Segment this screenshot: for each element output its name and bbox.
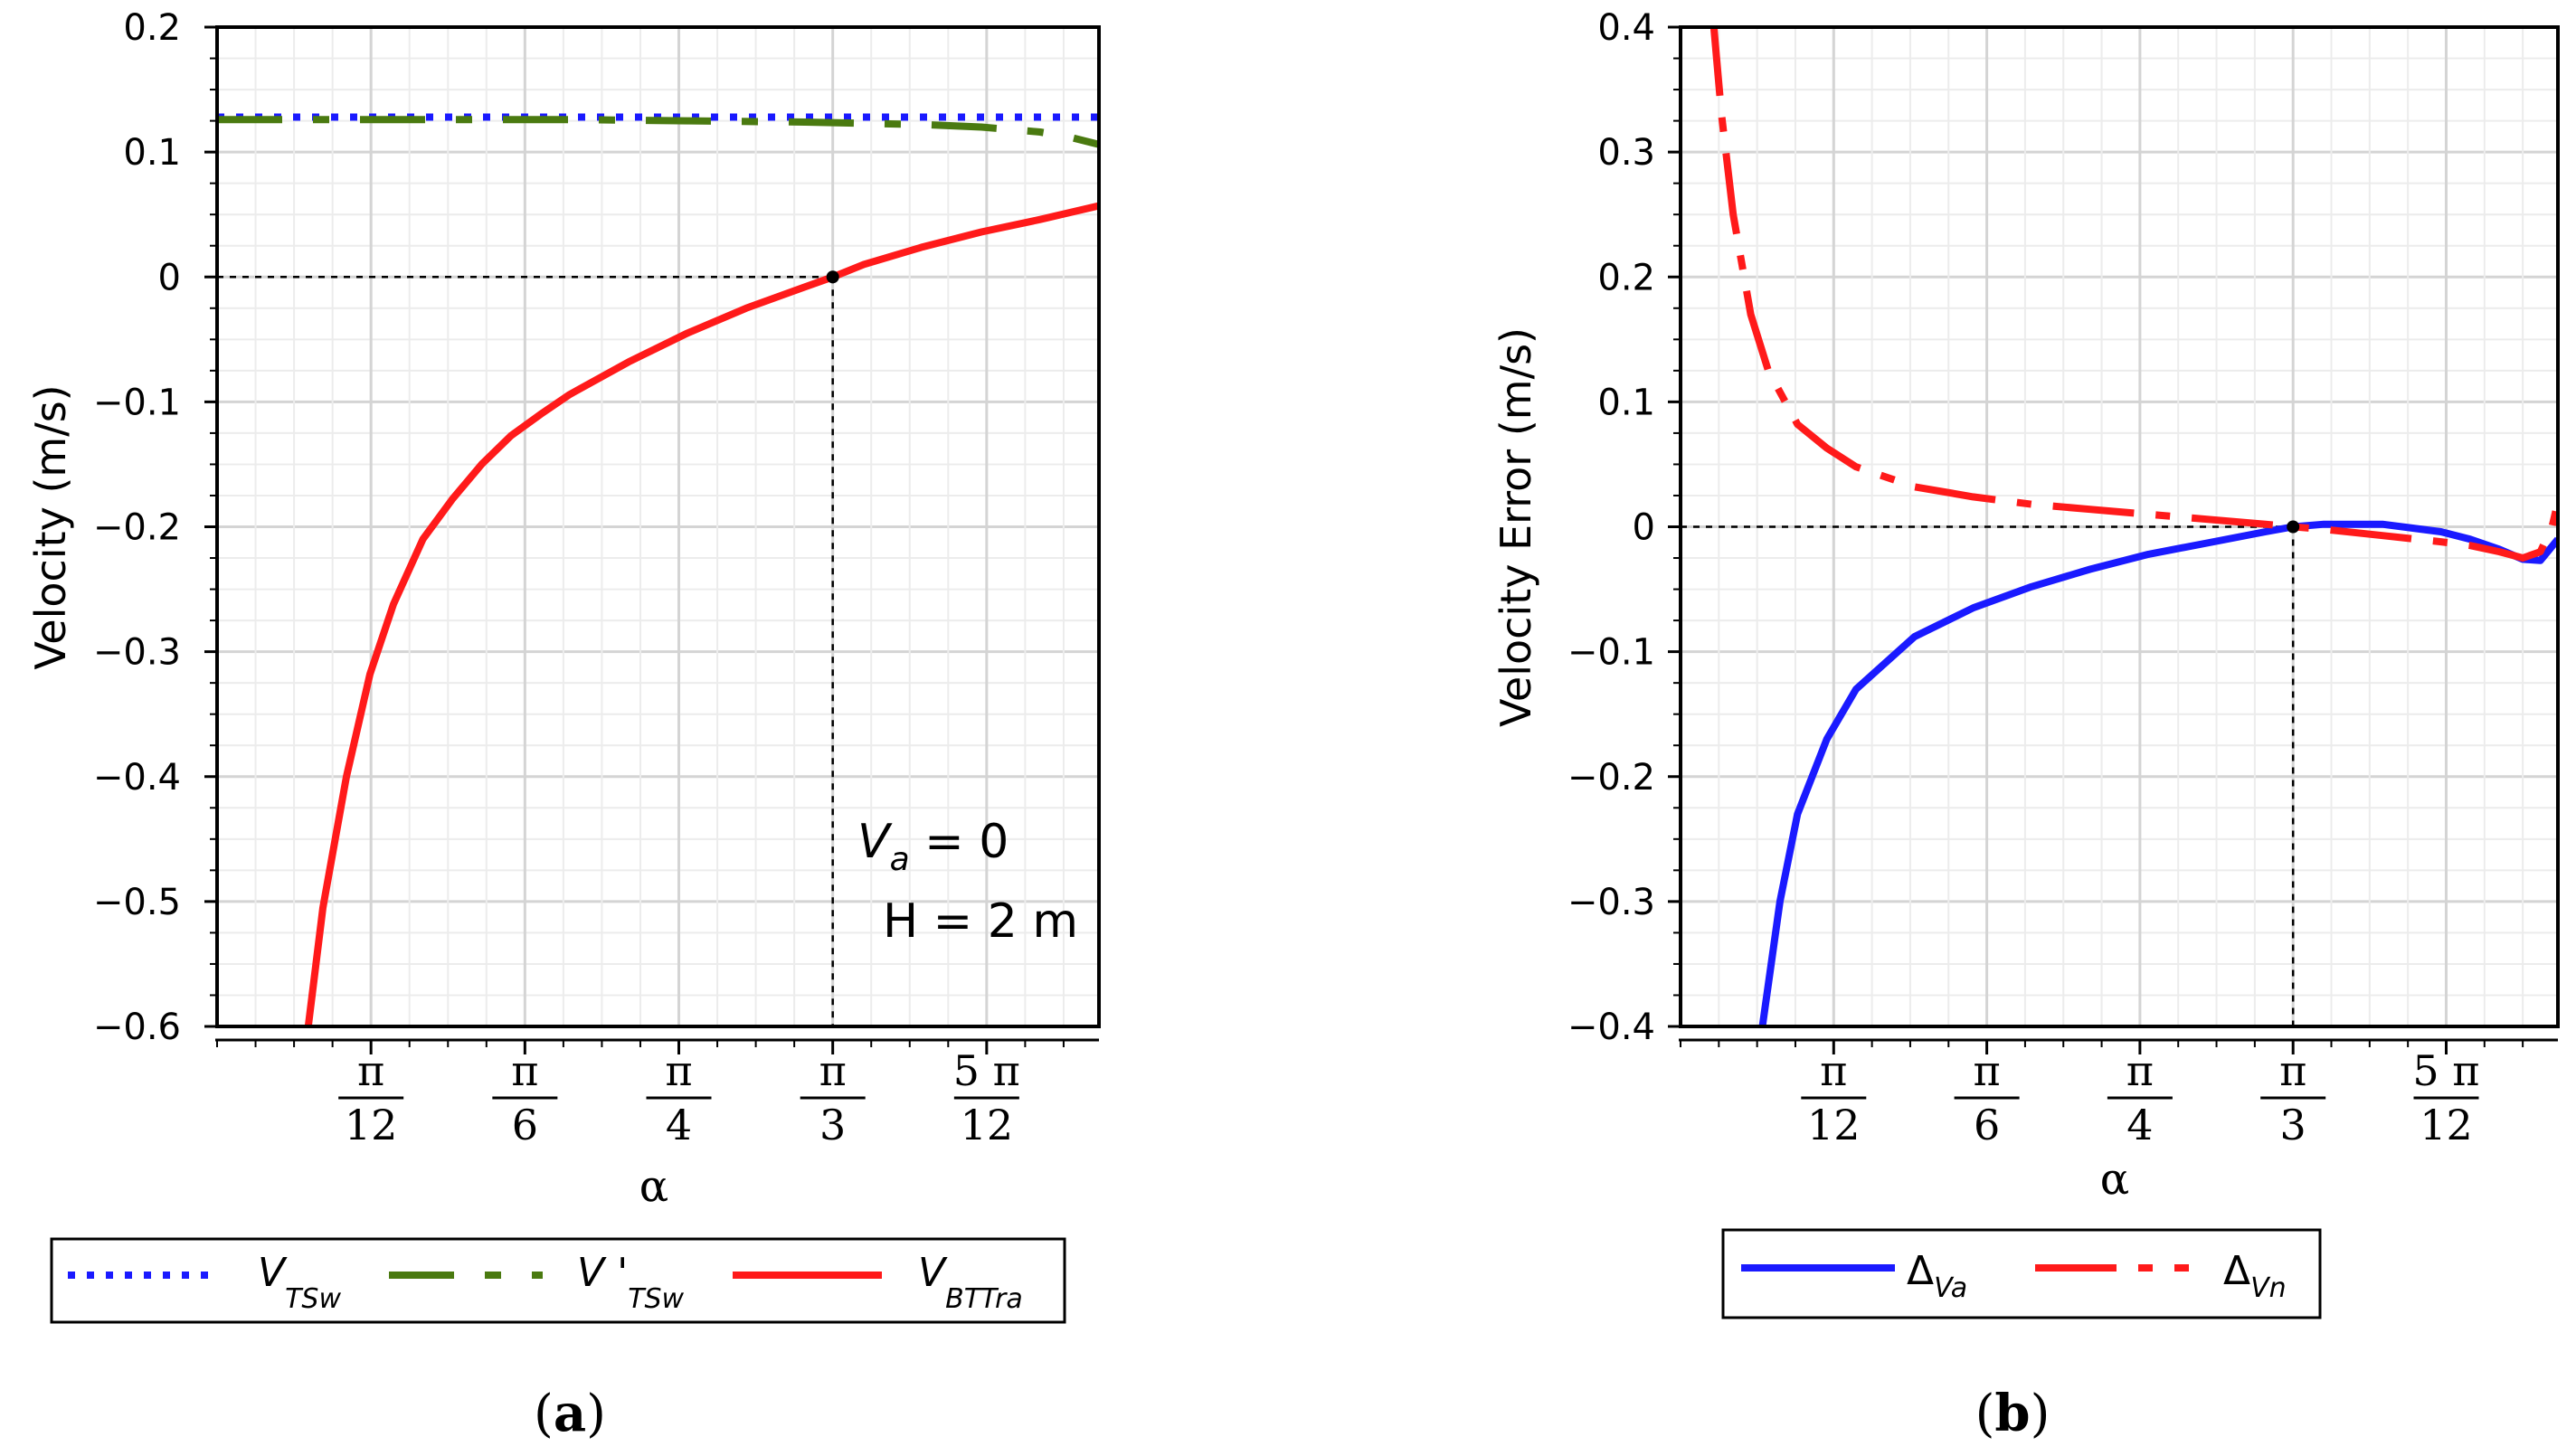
x-tick-numerator: π (2279, 1046, 2306, 1095)
legend-label-vbttra: VBTTra (918, 1250, 1023, 1315)
y-tick-label: 0 (1633, 507, 1655, 549)
x-tick-label: π 12 (338, 1046, 404, 1149)
x-tick-denominator: 12 (345, 1101, 398, 1149)
y-tick-label: 0.1 (1597, 382, 1655, 423)
x-tick-numerator: 5 π (2412, 1046, 2479, 1095)
y-axis-title-a: Velocity (m/s) (26, 384, 75, 669)
y-tick-label: −0.1 (93, 382, 181, 423)
gridlines-a (216, 25, 1099, 1028)
gridlines-b (1680, 25, 2558, 1028)
y-tick-label: −0.3 (93, 632, 181, 674)
y-tick-label: 0.2 (123, 7, 181, 49)
x-tick-numerator: π (819, 1046, 847, 1095)
x-tick-label: π 12 (1801, 1046, 1867, 1149)
x-tick-label: π3 (2260, 1046, 2326, 1149)
x-tick-numerator: π (511, 1046, 538, 1095)
y-tick-label: 0.2 (1597, 257, 1655, 298)
annotation-height: H = 2 m (883, 894, 1078, 949)
x-tick-label: π3 (800, 1046, 866, 1149)
y-tick-label: 0.4 (1597, 7, 1655, 49)
series-line-b-0 (1758, 520, 2558, 1026)
x-tick-numerator: π (1973, 1046, 2000, 1095)
legend-label-vprime-tsw: V 'TSw (577, 1250, 685, 1315)
svg-text:Va = 0: Va = 0 (857, 815, 1009, 878)
reference-point-a (826, 270, 839, 284)
x-tick-denominator: 4 (2126, 1101, 2153, 1149)
series-line-a-2 (304, 202, 1099, 1026)
reference-point-b (2287, 520, 2300, 534)
y-tick-label: 0.1 (123, 132, 181, 174)
x-tick-denominator: 3 (819, 1101, 846, 1149)
x-tick-denominator: 4 (666, 1101, 692, 1149)
reference-lines-a (217, 276, 834, 1026)
caption-b: (b) (1975, 1384, 2050, 1443)
x-tick-label: 5 π12 (2412, 1046, 2479, 1149)
series-group-b (1709, 27, 2558, 1026)
y-tick-labels-b: 0.4 0.3 0.2 0.1 0 −0.1 −0.2 −0.3 −0.4 (1567, 7, 1655, 1048)
x-tick-numerator: π (2126, 1046, 2154, 1095)
x-axis-title-b: α (2100, 1154, 2129, 1205)
y-tick-label: 0 (158, 257, 181, 298)
y-tick-label: −0.5 (93, 882, 181, 923)
legend-a: VTSw V 'TSw VBTTra (50, 1237, 1066, 1324)
y-tick-labels-a: 0.2 0.1 0 −0.1 −0.2 −0.3 −0.4 −0.5 −0.6 (93, 7, 181, 1048)
caption-a: (a) (534, 1384, 606, 1443)
x-axis-title-a: α (639, 1161, 668, 1212)
x-tick-denominator: 12 (2420, 1101, 2473, 1149)
legend-label-delta-vn: ΔVn (2223, 1248, 2287, 1304)
x-tick-label: π6 (492, 1046, 558, 1149)
x-tick-numerator: π (665, 1046, 692, 1095)
legend-label-vtsw: VTSw (258, 1250, 341, 1315)
series-group-a (217, 113, 1099, 1026)
y-tick-label: −0.4 (93, 757, 181, 799)
x-tick-label: π6 (1954, 1046, 2020, 1149)
x-tick-label: π4 (646, 1046, 712, 1149)
y-tick-label: −0.3 (1567, 882, 1655, 923)
series-line-b-1 (1709, 27, 2558, 562)
x-tick-label: 5 π12 (953, 1046, 1020, 1149)
x-tick-denominator: 6 (1974, 1101, 2000, 1149)
axes-b (1668, 25, 2558, 1054)
y-tick-label: −0.2 (1567, 757, 1655, 799)
x-tick-label: π4 (2107, 1046, 2173, 1149)
x-tick-denominator: 6 (512, 1101, 538, 1149)
x-tick-denominator: 3 (2280, 1101, 2306, 1149)
y-tick-label: −0.6 (93, 1007, 181, 1048)
x-tick-numerator: 5 π (953, 1046, 1020, 1095)
x-tick-numerator: π (1820, 1046, 1847, 1095)
chart-panel-a: 0.20.10−0.1−0.2−0.3−0.4−0.5−0.6 π12π6π4π… (26, 7, 1101, 1443)
chart-panel-b: 0.40.30.20.10−0.1−0.2−0.3−0.4 π12π6π4π35… (1492, 7, 2560, 1443)
legend-box-a (50, 1237, 1066, 1324)
x-tick-numerator: π (357, 1046, 384, 1095)
x-tick-denominator: 12 (1807, 1101, 1861, 1149)
legend-label-delta-va: ΔVa (1907, 1248, 1967, 1304)
legend-box-b (1721, 1228, 2322, 1319)
series-line-a-1 (217, 116, 1099, 148)
y-tick-label: −0.2 (93, 507, 181, 549)
annotation-a: Va = 0 H = 2 m (857, 815, 1078, 949)
y-tick-label: 0.3 (1597, 132, 1655, 174)
reference-lines-b (1681, 525, 2295, 1026)
y-tick-label: −0.4 (1567, 1007, 1655, 1048)
y-tick-label: −0.1 (1567, 632, 1655, 674)
y-axis-title-b: Velocity Error (m/s) (1492, 327, 1540, 727)
legend-b: ΔVa ΔVn (1721, 1228, 2322, 1319)
x-tick-denominator: 12 (961, 1101, 1014, 1149)
axes-a (204, 25, 1099, 1054)
